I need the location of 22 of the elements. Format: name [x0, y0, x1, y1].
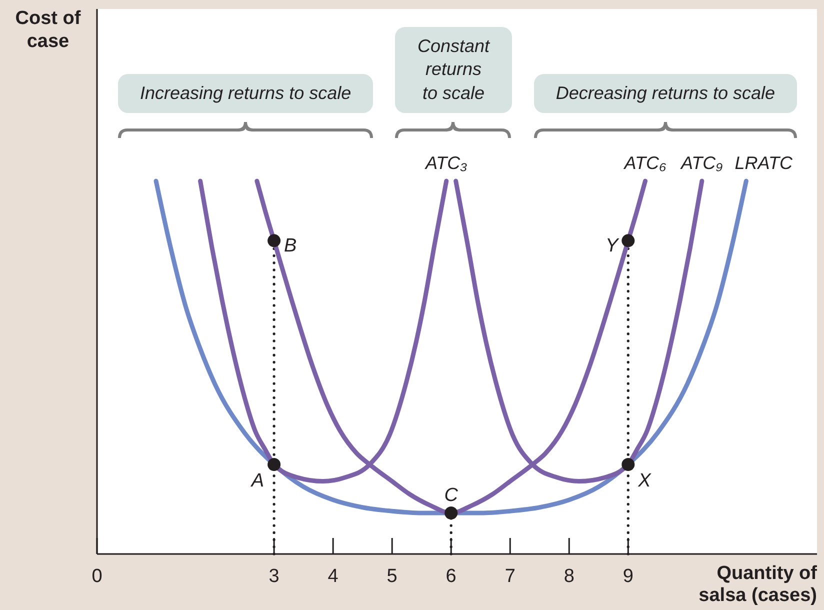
text: Constant returns to scale — [417, 34, 490, 105]
x-tick-label: 9 — [622, 566, 634, 587]
text: Increasing returns to scale — [140, 82, 352, 105]
x-axis-title: Quantity of salsa (cases) — [698, 563, 817, 606]
x-tick-label: 5 — [386, 566, 398, 587]
annotation: Y — [605, 236, 620, 257]
x-tick-label: 0 — [92, 566, 102, 587]
series-label: LRATC — [734, 153, 794, 173]
x-tick-label: 8 — [564, 566, 574, 587]
series-label: ATC₆ — [623, 153, 666, 173]
annotation: A — [250, 470, 264, 492]
x-tick-label: 3 — [268, 566, 280, 587]
annotation: X — [637, 470, 652, 492]
series-label: ATC₃ — [424, 153, 468, 173]
annotation: B — [284, 236, 298, 257]
x-tick-label: 7 — [504, 566, 516, 587]
x-tick-label: 6 — [446, 566, 456, 587]
text: Decreasing returns to scale — [556, 82, 775, 105]
annotation: C — [444, 484, 458, 506]
text: Cost of case — [15, 8, 81, 52]
series-label: ATC₉ — [680, 153, 723, 173]
x-tick-label: 4 — [328, 566, 339, 587]
